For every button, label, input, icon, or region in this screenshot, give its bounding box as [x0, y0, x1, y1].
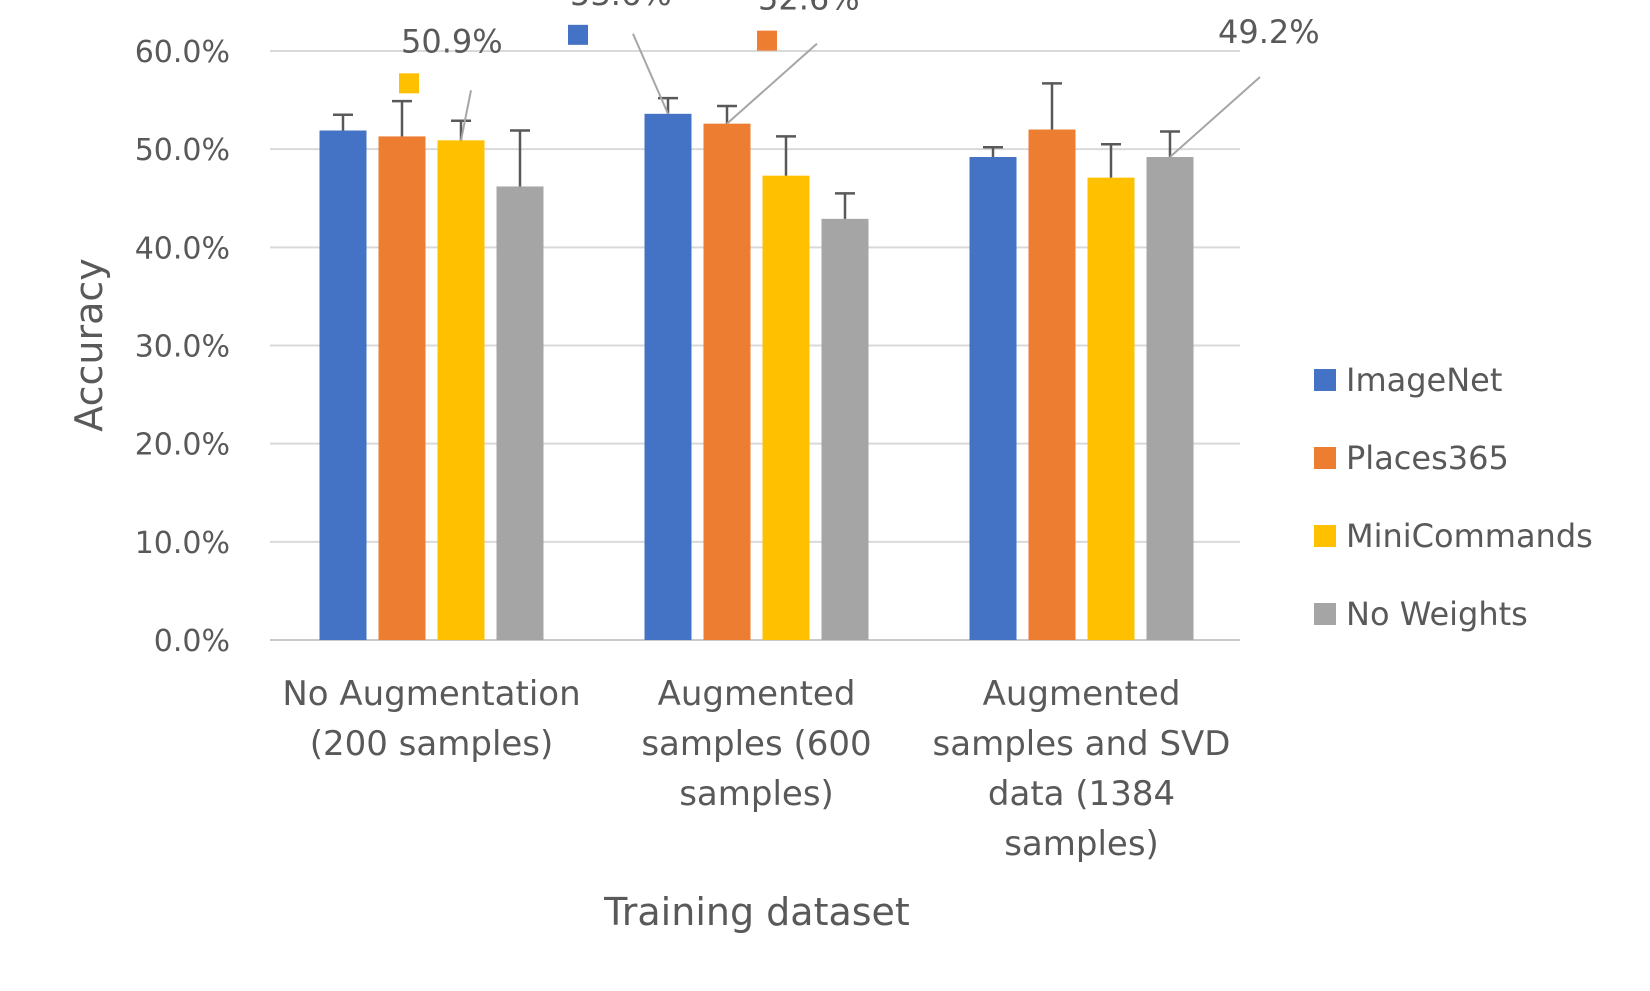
legend-item: ImageNet — [1314, 361, 1502, 399]
error-bar — [717, 104, 737, 124]
x-category-line: samples (600 — [641, 724, 871, 764]
legend-label: MiniCommands — [1346, 517, 1593, 555]
y-axis-title: Accuracy — [67, 258, 111, 432]
y-tick-label: 0.0% — [154, 624, 230, 659]
bar-imagenet — [319, 130, 367, 640]
callout-label: 53.6% — [570, 0, 672, 13]
callout-leader-line — [1169, 76, 1261, 158]
y-tick-label: 30.0% — [135, 330, 230, 365]
x-category-line: No Augmentation — [282, 674, 580, 714]
x-axis-title: Training dataset — [603, 890, 910, 934]
bar-minicommands — [1087, 177, 1135, 640]
x-category-line: samples) — [1004, 824, 1159, 864]
bar-places365 — [1028, 129, 1076, 641]
legend: ImageNet Places365 MiniCommands No Weights — [1314, 361, 1593, 633]
callout-leader-line — [632, 33, 669, 115]
x-category-line: (200 samples) — [310, 724, 554, 764]
legend-item: MiniCommands — [1314, 517, 1593, 555]
bar-places365 — [378, 136, 426, 640]
y-tick-label: 20.0% — [135, 428, 230, 463]
callout: 53.6% — [568, 0, 672, 115]
data-callouts: 50.9% 53.6% 52.6% 49.2% — [399, 0, 1320, 158]
y-tick-label: 50.0% — [135, 133, 230, 168]
x-category-line: samples) — [679, 774, 834, 814]
callout: 49.2% — [1169, 13, 1320, 158]
error-bar — [1160, 130, 1180, 158]
error-bar — [333, 113, 353, 131]
callout-swatch — [399, 73, 419, 94]
legend-item: Places365 — [1314, 439, 1509, 477]
x-category-line: samples and SVD — [933, 724, 1231, 764]
callout: 52.6% — [726, 0, 860, 125]
bar-imagenet — [969, 157, 1017, 640]
bars — [319, 113, 1194, 641]
callout: 50.9% — [399, 22, 503, 141]
bar-no-weights — [821, 218, 869, 641]
legend-swatch — [1314, 603, 1336, 625]
legend-label: Places365 — [1346, 439, 1509, 477]
error-bar — [1101, 143, 1121, 178]
error-bar — [1042, 82, 1062, 130]
error-bar — [776, 135, 796, 176]
gridlines — [270, 50, 1240, 641]
callout-swatch — [568, 24, 588, 45]
bar-no-weights — [496, 186, 544, 640]
x-category-line: Augmented — [658, 674, 856, 714]
error-bar — [983, 145, 1003, 158]
error-bar — [392, 99, 412, 137]
callout-label: 50.9% — [401, 22, 503, 60]
error-bars — [333, 82, 1180, 219]
callout-swatch — [757, 30, 777, 51]
legend-item: No Weights — [1314, 595, 1528, 633]
bar-no-weights — [1146, 157, 1194, 640]
x-category-line: Augmented — [983, 674, 1181, 714]
x-category-line: data (1384 — [988, 774, 1175, 814]
x-category-label: Augmented samples (600 samples) — [641, 674, 871, 814]
error-bar — [835, 192, 855, 219]
legend-swatch — [1314, 447, 1336, 469]
x-axis-categories: No Augmentation (200 samples) Augmented sam… — [282, 674, 1230, 864]
callout-label: 52.6% — [758, 0, 860, 18]
x-category-label: No Augmentation (200 samples) — [282, 674, 580, 764]
bar-minicommands — [762, 175, 810, 640]
legend-label: ImageNet — [1346, 361, 1502, 399]
legend-swatch — [1314, 369, 1336, 391]
y-axis-ticks: 0.0% 10.0% 20.0% 30.0% 40.0% 50.0% 60.0% — [135, 35, 230, 659]
bar-minicommands — [437, 140, 485, 640]
legend-label: No Weights — [1346, 595, 1528, 633]
y-tick-label: 10.0% — [135, 526, 230, 561]
y-tick-label: 60.0% — [135, 35, 230, 70]
callout-leader-line — [726, 42, 818, 125]
bar-imagenet — [644, 113, 692, 641]
callout-label: 49.2% — [1218, 13, 1320, 51]
x-category-label: Augmented samples and SVD data (1384 sample… — [933, 674, 1231, 864]
legend-swatch — [1314, 525, 1336, 547]
y-tick-label: 40.0% — [135, 231, 230, 266]
bar-places365 — [703, 123, 751, 641]
error-bar — [510, 129, 530, 187]
callout-leader-line — [460, 90, 472, 141]
